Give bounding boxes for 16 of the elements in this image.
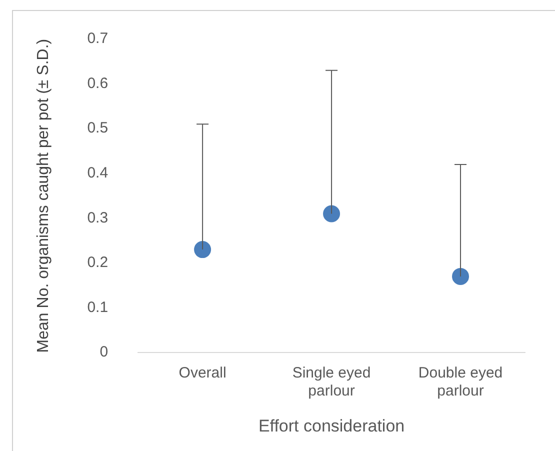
y-tick-label: 0.6: [87, 74, 108, 92]
y-tick-label: 0: [100, 344, 108, 361]
point: [194, 241, 212, 258]
y-tick-label: 0.2: [87, 254, 108, 272]
y-tick-label: 0.7: [87, 30, 108, 48]
y-tick-label: 0.1: [87, 298, 108, 316]
y-tick-label: 0.3: [87, 209, 108, 226]
y-tick-label: 0.5: [87, 120, 108, 137]
x-tick-label: Overall: [178, 364, 226, 382]
x-tick-label: Double eyed parlour: [418, 364, 503, 400]
point: [452, 268, 470, 285]
point: [323, 205, 340, 222]
y-tick-label: 0.4: [87, 164, 108, 182]
x-axis-title: Effort consideration: [258, 416, 405, 436]
y-axis-title: Mean No. organisms caught per pot (± S.D.): [35, 38, 52, 353]
x-tick-label: Single eyed parlour: [292, 364, 371, 400]
